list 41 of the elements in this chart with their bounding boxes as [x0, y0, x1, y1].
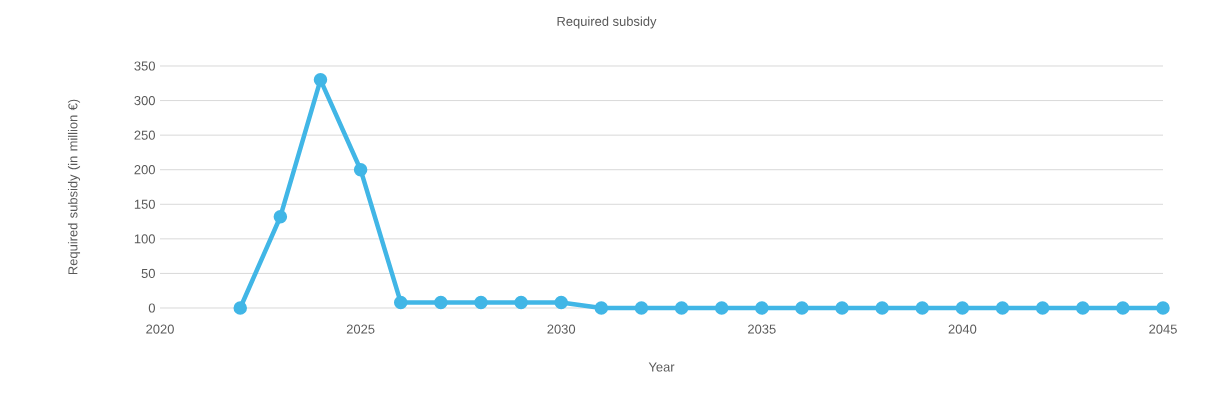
x-tick-label: 2035 [748, 324, 776, 334]
point [1156, 301, 1170, 315]
point [674, 301, 689, 315]
point [353, 162, 368, 177]
point [1116, 301, 1130, 315]
y-tick-label: 200 [134, 165, 155, 175]
point [474, 295, 488, 310]
point [875, 301, 889, 315]
y-axis-title: Required subsidy (in million €) [67, 99, 81, 275]
point [1035, 301, 1050, 315]
point [434, 295, 448, 310]
point [273, 209, 288, 224]
point [393, 295, 408, 310]
point [313, 73, 328, 87]
point [795, 301, 809, 315]
point [835, 301, 849, 315]
chart-title: Required subsidy [557, 16, 657, 29]
y-tick-label: 250 [134, 130, 155, 140]
y-tick-label: 350 [134, 61, 155, 71]
y-tick-label: 300 [134, 95, 155, 106]
point [955, 301, 970, 315]
y-tick-label: 150 [134, 199, 155, 209]
x-tick-label: 2020 [146, 324, 174, 334]
point [714, 301, 729, 315]
x-tick-label: 2030 [547, 324, 576, 334]
point [915, 301, 930, 315]
x-axis-title: Year [648, 362, 675, 372]
point [554, 295, 568, 310]
point [233, 301, 247, 315]
y-tick-label: 50 [141, 268, 155, 279]
point [995, 301, 1010, 315]
x-tick-label: 2045 [1149, 324, 1177, 334]
point [514, 295, 528, 310]
x-tick-label: 2040 [948, 324, 977, 334]
point [634, 301, 649, 315]
x-tick-label: 2025 [346, 324, 375, 334]
y-tick-label: 0 [148, 303, 155, 313]
point [594, 301, 609, 315]
point [755, 301, 769, 315]
point [1076, 301, 1090, 315]
y-tick-label: 100 [134, 234, 155, 244]
